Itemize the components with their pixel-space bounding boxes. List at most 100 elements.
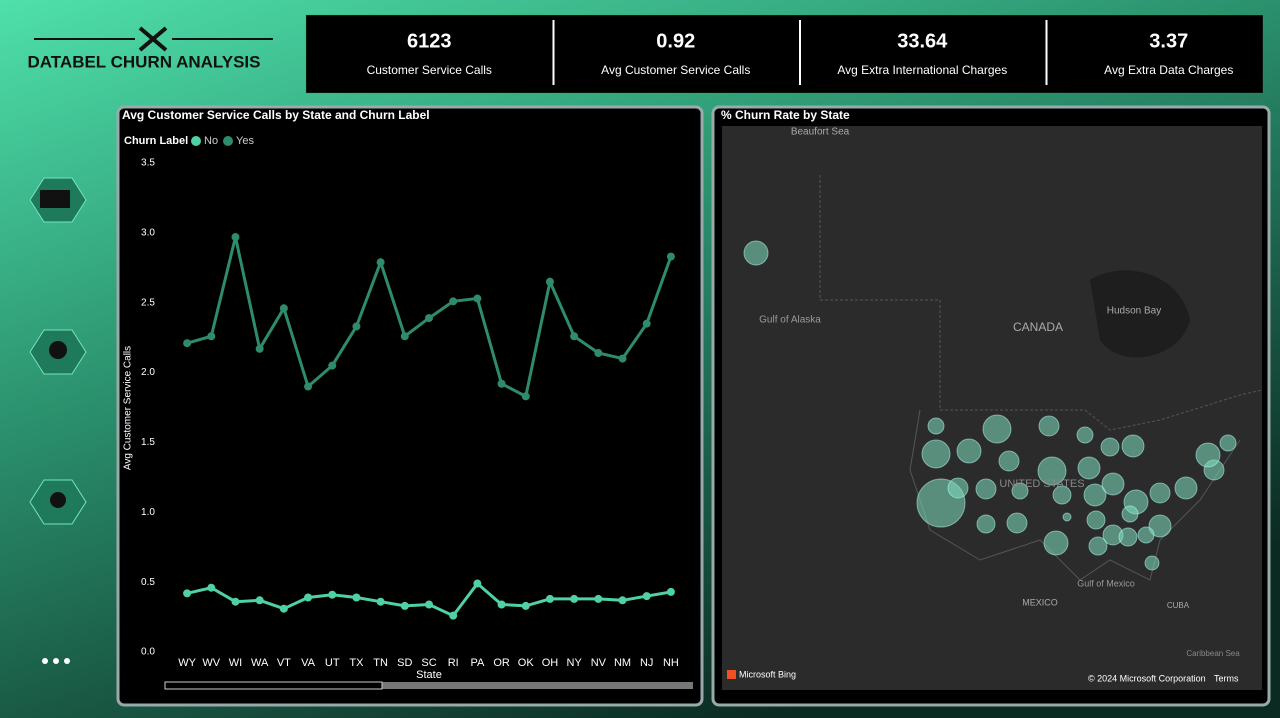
y-tick-label: 2.5 <box>141 297 155 308</box>
map-label: Beaufort Sea <box>791 127 850 138</box>
data-point <box>425 314 433 323</box>
data-point <box>521 601 530 610</box>
data-point <box>400 601 409 610</box>
data-point <box>376 258 385 267</box>
data-point <box>473 579 482 588</box>
data-point <box>304 593 313 602</box>
map-border <box>819 175 1263 431</box>
data-point <box>207 332 216 341</box>
x-tick-label: VT <box>277 657 291 669</box>
legend-marker <box>223 136 233 146</box>
x-tick-label: RI <box>448 657 459 669</box>
kpi-bar <box>305 14 1264 94</box>
y-axis-label: Avg Customer Service Calls <box>123 346 134 470</box>
chart-panel <box>116 105 704 707</box>
data-point <box>207 583 216 592</box>
map-label: Hudson Bay <box>1107 306 1161 317</box>
kpi-label: Customer Service Calls <box>367 63 492 77</box>
nav-icon <box>40 190 70 208</box>
data-point <box>328 361 337 370</box>
x-tick-label: PA <box>470 657 485 669</box>
x-tick-label: SC <box>421 657 436 669</box>
y-tick-label: 1.5 <box>141 437 155 448</box>
data-point <box>255 596 264 605</box>
map-label: © 2024 Microsoft Corporation <box>1088 673 1206 683</box>
data-point <box>618 354 627 363</box>
x-tick-label: NM <box>614 657 631 669</box>
x-tick-label: OK <box>518 657 535 669</box>
data-point <box>328 590 337 599</box>
legend-marker <box>191 136 201 146</box>
kpi-label: Avg Customer Service Calls <box>601 63 750 77</box>
data-point <box>570 332 579 341</box>
kpi-value: 33.64 <box>897 30 948 52</box>
kpi-label: Avg Extra International Charges <box>837 63 1007 77</box>
data-point <box>449 297 458 306</box>
y-tick-label: 1.0 <box>141 507 155 518</box>
map-label: Microsoft Bing <box>739 669 796 679</box>
map-label: MEXICO <box>1022 597 1058 607</box>
legend-title: Churn Label <box>124 135 188 147</box>
x-tick-label: OR <box>493 657 510 669</box>
x-tick-label: WA <box>251 657 269 669</box>
x-tick-label: NY <box>567 657 583 669</box>
data-point <box>570 594 579 603</box>
kpi-value: 3.37 <box>1149 30 1188 52</box>
map-label: Gulf of Mexico <box>1077 578 1135 588</box>
map-label: UNITED STATES <box>999 478 1084 490</box>
map-label: Terms <box>1214 673 1239 683</box>
y-tick-label: 0.5 <box>141 577 155 588</box>
legend-label: No <box>204 135 218 147</box>
data-point <box>666 587 675 596</box>
data-point <box>352 593 361 602</box>
data-point <box>449 611 458 620</box>
data-point <box>594 594 603 603</box>
x-tick-label: TN <box>373 657 388 669</box>
logo-icon <box>138 26 168 52</box>
data-point <box>279 304 288 313</box>
map-label: CUBA <box>1167 601 1190 610</box>
nav-icon <box>49 341 67 359</box>
x-tick-label: TX <box>349 657 364 669</box>
nav-icons <box>29 177 87 664</box>
data-point <box>183 589 192 598</box>
data-point <box>183 339 192 348</box>
x-tick-label: OH <box>542 657 559 669</box>
x-tick-label: UT <box>325 657 340 669</box>
data-point <box>642 592 651 601</box>
x-tick-label: WV <box>202 657 220 669</box>
data-point <box>545 594 554 603</box>
bing-logo <box>727 670 736 679</box>
x-axis-label: State <box>416 669 442 681</box>
kpi-value: 0.92 <box>656 30 695 52</box>
data-point <box>521 392 530 401</box>
x-tick-label: SD <box>397 657 412 669</box>
map-water <box>1090 270 1190 358</box>
data-point <box>594 349 603 358</box>
data-point <box>473 294 482 303</box>
dashboard-title: DATABEL CHURN ANALYSIS <box>28 52 261 71</box>
data-point <box>352 322 361 331</box>
y-tick-label: 3.0 <box>141 227 155 238</box>
x-tick-label: VA <box>301 657 316 669</box>
map-label: Gulf of Alaska <box>759 315 821 326</box>
legend-label: Yes <box>236 135 254 147</box>
data-point <box>376 597 385 606</box>
y-tick-label: 0.0 <box>141 647 155 658</box>
kpi-label: Avg Extra Data Charges <box>1104 63 1233 77</box>
data-point <box>497 600 506 609</box>
data-point <box>666 252 675 261</box>
y-tick-label: 3.5 <box>141 158 155 169</box>
data-point <box>231 597 240 606</box>
map-label: CANADA <box>1013 320 1063 334</box>
more-button[interactable] <box>42 658 70 664</box>
data-point <box>304 382 313 391</box>
data-point <box>231 233 240 242</box>
chart-title: Avg Customer Service Calls by State and … <box>122 108 430 122</box>
y-tick-label: 2.0 <box>141 367 155 378</box>
scrollbar-thumb[interactable] <box>164 681 383 690</box>
scrollbar-track <box>165 682 693 689</box>
